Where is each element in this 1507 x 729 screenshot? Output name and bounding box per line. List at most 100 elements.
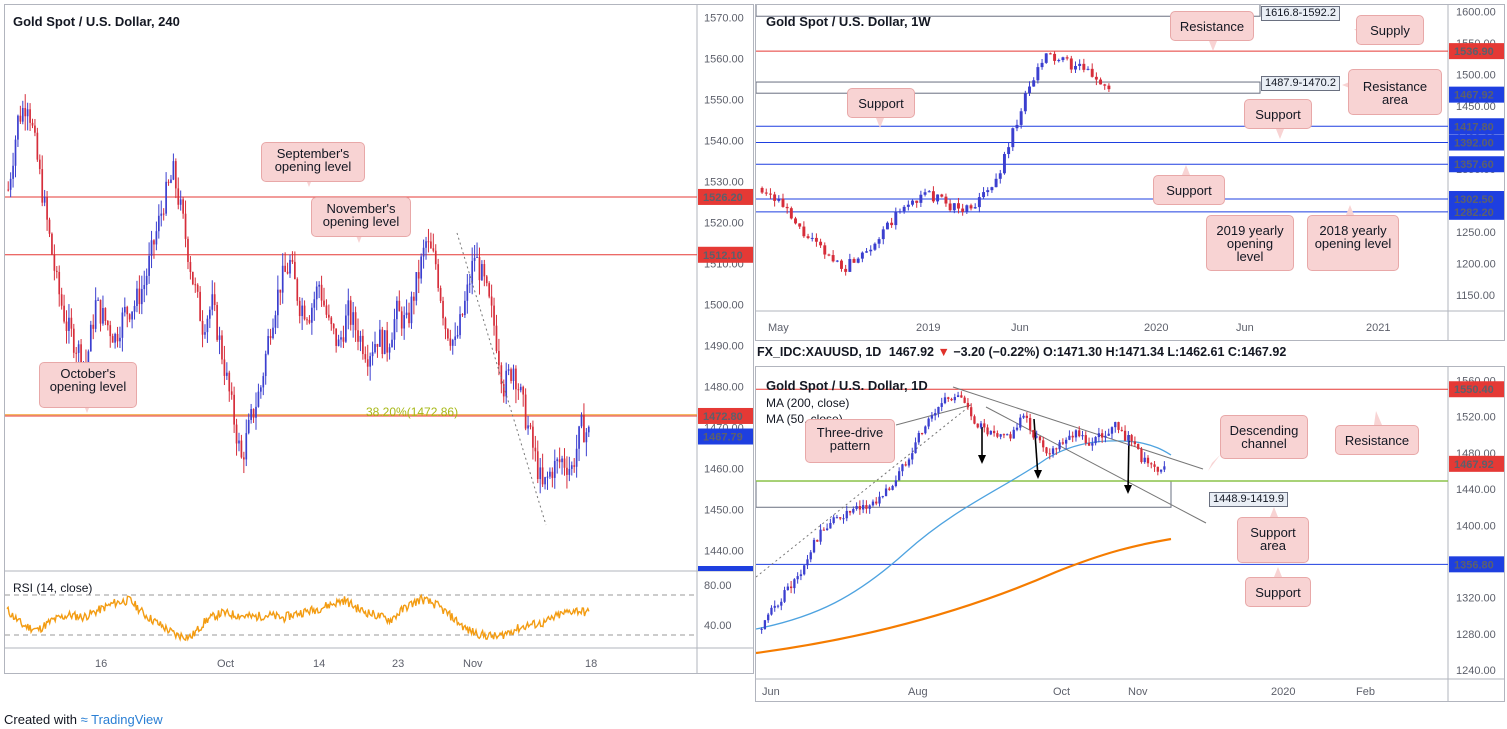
h4-price-tick: 1540.00 [704,135,744,147]
h4-candle [106,320,109,326]
weekly-candle [931,191,935,202]
h4-candle [417,272,420,279]
h4-candle [252,409,255,418]
h4-price-tick: 1520.00 [704,217,744,229]
h4-candle [318,284,320,287]
weekly-resistance-note: Resistance [1170,11,1254,41]
daily-candle [1032,429,1035,438]
h4-candle [451,340,454,346]
daily-candle [1123,430,1127,441]
h4-candle [65,321,68,331]
weekly-support-note-left: Support [847,88,915,118]
weekly-candle [1044,53,1048,63]
h4-candle [145,275,148,285]
daily-time-tick: Feb [1356,686,1375,698]
daily-candle [881,496,884,498]
daily-candle [976,423,979,428]
h4-candle [376,344,379,347]
h4-candle [493,305,495,326]
open-value: O:1471.30 [1043,345,1103,359]
daily-candle [901,464,904,472]
h4-candle [553,460,556,478]
h4-candle [502,384,505,397]
channel-lower [985,406,1207,524]
h4-candle [272,327,274,339]
daily-price-tick: 1280.00 [1456,629,1496,641]
h4-time-tick: Oct [217,658,234,670]
weekly-sup-pointer-r [1276,129,1284,139]
h4-candle [223,359,226,376]
created-with-label: Created with [4,712,77,727]
h4-candle [14,139,17,166]
tradingview-brand[interactable]: TradingView [91,712,163,727]
h4-candle [340,337,342,340]
daily-candle [1114,422,1117,428]
daily-time-tick: 2020 [1271,686,1295,698]
daily-price-tick: 1520.00 [1456,412,1496,424]
h4-candle [578,426,580,449]
daily-candle [966,402,970,408]
h4-candle [561,458,563,463]
h4-price-tag-text: 1472.80 [703,411,743,423]
h4-candle [539,467,542,480]
weekly-candle [1040,62,1044,68]
weekly-candle [1069,58,1073,70]
daily-candle [888,488,891,490]
weekly-candle [844,268,848,272]
h4-candle [364,354,367,360]
h4-candle [515,368,517,390]
h4-candle [335,328,338,346]
daily-candle [1002,434,1006,436]
channel-pointer [1208,455,1220,471]
h4-time-tick: 14 [313,658,325,670]
weekly-candle [827,254,831,256]
weekly-candle [936,194,940,202]
weekly-candle [1015,124,1019,129]
h4-candle [199,291,201,321]
weekly-candle [810,237,814,239]
weekly-candle [1023,93,1027,112]
daily-time-tick: Jun [762,686,780,698]
yearly-2018-pointer [1346,205,1354,215]
h4-candle [19,115,22,122]
h4-price-tag [698,407,753,424]
weekly-price-tick: 1600.00 [1456,6,1496,18]
h4-candle [172,161,175,180]
weekly-chart-canvas[interactable]: 1600.001550.001500.001450.001400.001350.… [756,5,1504,340]
h4-candle [21,108,24,122]
h4-candle [38,159,41,170]
weekly-candle [977,197,981,208]
h4-candle [374,344,376,353]
daily-candle [1156,466,1159,472]
daily-candle [789,586,793,589]
weekly-chart-panel[interactable]: 1600.001550.001500.001450.001400.001350.… [755,4,1505,341]
daily-candle [1133,441,1137,445]
daily-candle [992,430,996,434]
weekly-price-tag-text: 1392.00 [1454,138,1494,150]
h4-candle [7,189,10,191]
daily-chart-canvas[interactable]: 1560.001520.001480.001440.001400.001360.… [756,367,1504,701]
h4-candle [512,368,515,381]
daily-chart-panel[interactable]: 1560.001520.001480.001440.001400.001360.… [755,366,1505,702]
daily-candle [852,509,855,513]
weekly-candle [798,223,802,227]
h4-candle [328,314,330,318]
daily-candle [943,397,947,404]
yearly-2019-note: 2019 yearly opening level [1206,215,1294,271]
h4-extra-tag [698,566,753,571]
h4-chart-canvas[interactable]: 1570.00 1560.00 1550.00 1540.00 1530.00 1520.… [5,5,753,673]
daily-time-tick: Aug [908,686,928,698]
h4-chart-panel[interactable]: 1570.00 1560.00 1550.00 1540.00 1530.00 1520.… [4,4,754,674]
weekly-candle [1028,86,1031,94]
h4-candle [568,468,571,475]
h4-candle [177,188,180,205]
rsi-line [6,593,590,642]
h4-candle [383,330,386,354]
h4-candle [216,305,218,340]
daily-candle [1048,453,1051,455]
h4-candle [468,283,471,285]
weekly-candle [1002,154,1006,174]
h4-candle [247,419,250,434]
h4-candle [498,350,500,366]
weekly-candle [961,208,965,212]
